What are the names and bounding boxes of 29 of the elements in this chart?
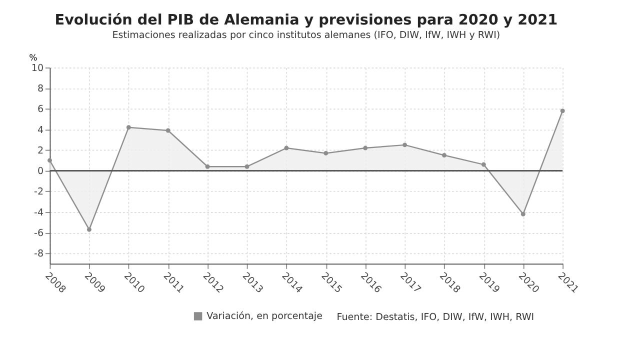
chart-title: Evolución del PIB de Alemania y previsiones para 2020 y 2021 (54, 12, 558, 28)
point (442, 153, 446, 158)
y-tick-label: -8 (34, 248, 44, 260)
point (324, 150, 328, 156)
y-tick-label: 0 (37, 166, 44, 178)
y-tick-label: 6 (37, 104, 44, 116)
y-tick-label: 10 (31, 62, 44, 74)
point (481, 162, 486, 167)
legend-label: Variación, en porcentaje (206, 311, 323, 322)
point (244, 164, 250, 169)
y-tick-label: 8 (37, 84, 44, 95)
y-tick-label: -4 (34, 207, 44, 218)
point (560, 108, 565, 114)
chart-subtitle: Estimaciones realizadas por cinco institutos alemanes (IFO, DIW, IfW, IWH y RWI) (112, 30, 500, 41)
y-tick-label: 2 (37, 145, 44, 156)
point (126, 125, 131, 130)
y-tick-label: -2 (34, 186, 44, 198)
point (402, 142, 408, 148)
y-axis-title: % (29, 53, 38, 64)
point (166, 128, 170, 133)
source-note: Fuente: Destatis, IFO, DIW, IfW, IWH, RWI (336, 312, 534, 324)
y-tick-label: -6 (34, 228, 44, 240)
point (48, 158, 52, 163)
point (205, 164, 210, 169)
point (520, 212, 526, 216)
y-tick-label: 4 (37, 124, 44, 136)
point (86, 227, 92, 232)
point (284, 146, 289, 150)
point (363, 146, 368, 150)
